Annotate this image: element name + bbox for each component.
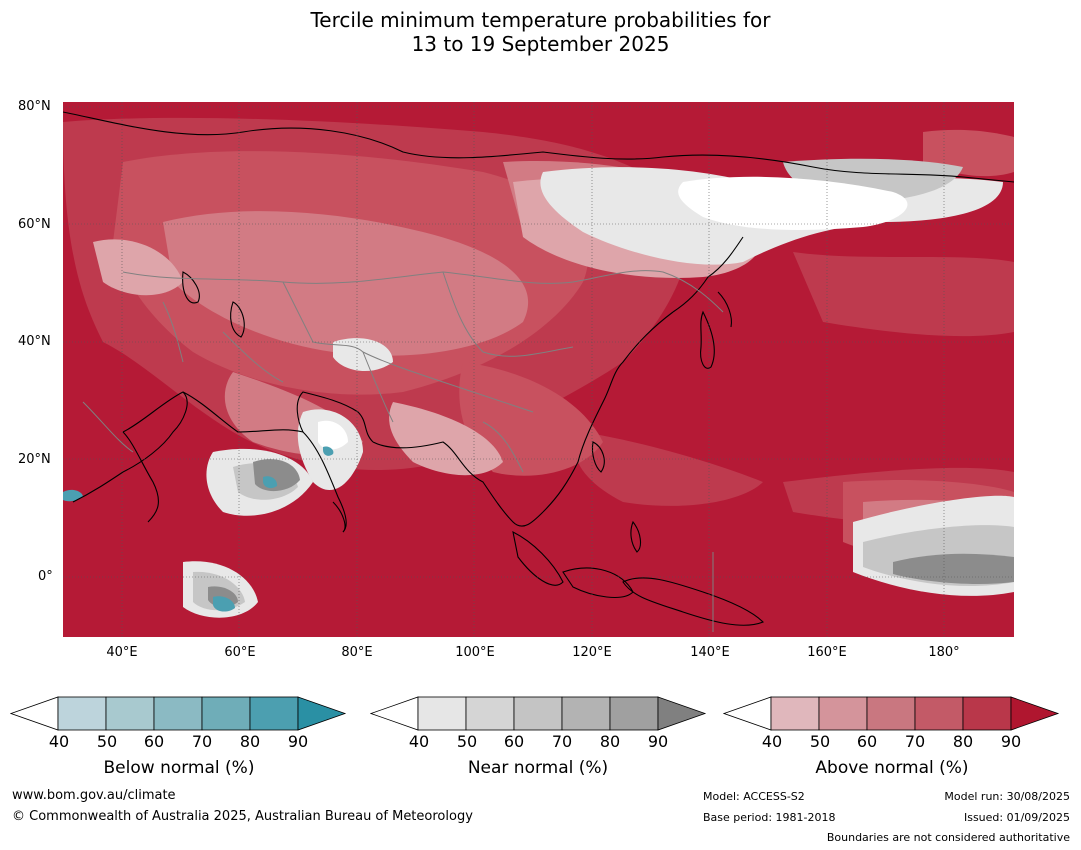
colorbar-extend-right (1010, 696, 1060, 731)
colorbar-segment (249, 696, 299, 731)
colorbar-below-normal (10, 696, 350, 732)
map-canvas (63, 102, 1014, 637)
above-tick-80: 80 (952, 732, 974, 751)
below-tick-60: 60 (143, 732, 165, 751)
website-link[interactable]: www.bom.gov.au/climate (12, 788, 176, 803)
above-tick-90: 90 (1000, 732, 1022, 751)
near-tick-70: 70 (551, 732, 573, 751)
model-run-date: Model run: 30/08/2025 (944, 790, 1070, 803)
lon-label-80e: 80°E (341, 645, 373, 660)
colorbar-extend-right (657, 696, 707, 731)
copyright-text: © Commonwealth of Australia 2025, Austra… (12, 809, 473, 824)
title-line-1: Tercile minimum temperature probabilitie… (310, 8, 771, 32)
colorbar-extend-left (10, 696, 59, 731)
colorbar-segment (770, 696, 820, 731)
colorbar-above-normal-scale (723, 696, 1060, 731)
colorbar-segment (201, 696, 251, 731)
colorbar-segment (57, 696, 107, 731)
colorbar-above-normal (723, 696, 1063, 732)
lat-label-40n: 40°N (18, 334, 51, 349)
below-tick-80: 80 (239, 732, 261, 751)
country-borders (82, 270, 724, 632)
lat-label-20n: 20°N (18, 452, 51, 467)
colorbar-segment (153, 696, 203, 731)
above-tick-50: 50 (809, 732, 831, 751)
coastlines (63, 111, 1014, 626)
below-tick-70: 70 (191, 732, 213, 751)
model-name: Model: ACCESS-S2 (703, 790, 805, 803)
near-tick-90: 90 (647, 732, 669, 751)
issued-date: Issued: 01/09/2025 (963, 811, 1070, 824)
colorbar-below-normal-scale (10, 696, 347, 731)
colorbar-extend-left (723, 696, 772, 731)
below-tick-40: 40 (48, 732, 70, 751)
below-normal-title: Below normal (%) (103, 758, 255, 778)
colorbar-segment (465, 696, 515, 731)
lat-label-60n: 60°N (18, 217, 51, 232)
probability-map (63, 102, 1014, 637)
lon-label-180: 180° (928, 645, 960, 660)
below-normal-patches (63, 446, 334, 612)
lon-label-120e: 120°E (572, 645, 612, 660)
colorbar-near-normal-scale (370, 696, 707, 731)
colorbar-segment (561, 696, 611, 731)
colorbar-extend-left (370, 696, 419, 731)
near-tick-40: 40 (408, 732, 430, 751)
lon-label-100e: 100°E (455, 645, 495, 660)
boundaries-disclaimer: Boundaries are not considered authoritat… (826, 831, 1070, 844)
map-title: Tercile minimum temperature probabilitie… (0, 8, 1081, 56)
title-line-2: 13 to 19 September 2025 (411, 32, 670, 56)
near-tick-50: 50 (456, 732, 478, 751)
lat-label-equator: 0° (38, 569, 53, 584)
lon-label-40e: 40°E (106, 645, 138, 660)
below-40-region (318, 176, 908, 450)
lat-label-80n: 80°N (18, 99, 51, 114)
above-normal-title: Above normal (%) (815, 758, 969, 778)
near-normal-title: Near normal (%) (467, 758, 609, 778)
lon-label-60e: 60°E (224, 645, 256, 660)
near-tick-60: 60 (503, 732, 525, 751)
base-period: Base period: 1981-2018 (703, 811, 836, 824)
colorbar-segment (105, 696, 155, 731)
above-tick-40: 40 (761, 732, 783, 751)
near-tick-80: 80 (599, 732, 621, 751)
graticule (63, 102, 1014, 637)
colorbar-segment (609, 696, 659, 731)
colorbar-near-normal (370, 696, 710, 732)
colorbar-segment (513, 696, 563, 731)
colorbar-segment (914, 696, 964, 731)
colorbar-segment (866, 696, 916, 731)
colorbar-extend-right (297, 696, 347, 731)
above-tick-60: 60 (856, 732, 878, 751)
colorbar-segment (818, 696, 868, 731)
lon-label-160e: 160°E (807, 645, 847, 660)
below-tick-50: 50 (96, 732, 118, 751)
above-tick-70: 70 (904, 732, 926, 751)
below-tick-90: 90 (287, 732, 309, 751)
colorbar-segment (962, 696, 1012, 731)
lon-label-140e: 140°E (690, 645, 730, 660)
colorbar-segment (417, 696, 467, 731)
